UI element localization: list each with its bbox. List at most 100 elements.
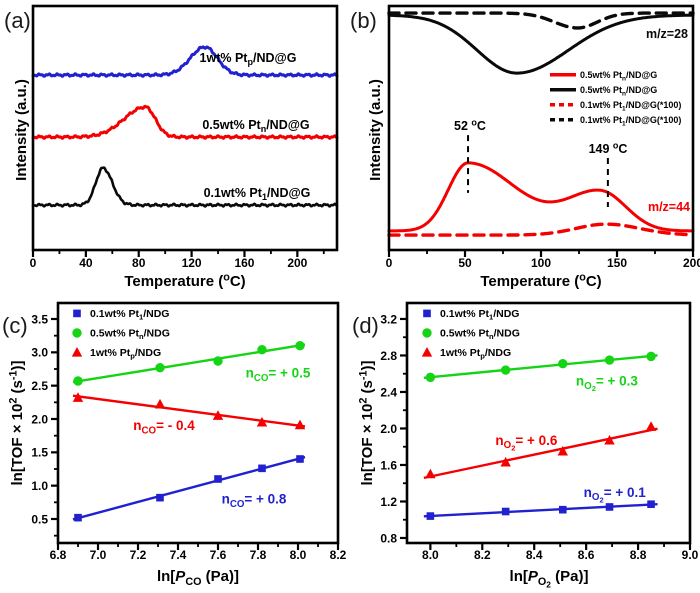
mz-label: m/z=44 [648, 200, 690, 214]
x-tick-label: 200 [683, 256, 700, 270]
y-tick-label: 2.0 [380, 422, 397, 436]
peak-temperature-label: 149 oC [589, 140, 628, 156]
data-point-green [155, 362, 165, 373]
curve-b-1 [387, 11, 695, 30]
legend-entry-label: 0.1wt% Pt1/ND@G(*100) [580, 115, 681, 127]
data-point-green [425, 372, 436, 383]
curve-a-0 [31, 166, 339, 208]
curve-b-2 [387, 161, 695, 233]
y-tick-label: 1.0 [31, 479, 48, 493]
x-tick-label: 8.2 [330, 548, 347, 562]
y-tick-label: 0.5 [31, 512, 48, 526]
legend-entry-label: 1wt% Ptp/NDG [90, 347, 161, 361]
legend-swatch-marker [423, 309, 431, 318]
y-tick-label: 3.2 [380, 312, 397, 326]
panel-letter-a: (a) [4, 8, 31, 33]
x-axis-title: ln[PO2 (Pa)] [510, 568, 589, 589]
curve-label: 0.1wt% Pt1/ND@G [204, 186, 311, 202]
data-point-blue [558, 505, 567, 514]
data-point-green [604, 355, 615, 365]
data-point-blue [647, 500, 655, 509]
legend-b: 0.5wt% Ptn/ND@G 0.5wt% Ptn/ND@G 0.1wt% Pt1… [550, 70, 681, 127]
curve-a-2 [31, 45, 339, 78]
y-tick-label: 0.8 [380, 531, 397, 545]
data-point-green [646, 351, 656, 362]
data-point-red [72, 392, 84, 402]
x-tick-label: 7.8 [250, 548, 267, 562]
data-point-green [500, 365, 511, 375]
panel-d: 8.0 8.2 8.4 8.6 8.8 9.0 0.8 1.2 1.6 2.0 2.4 2.8 3.2 l… [352, 301, 699, 589]
legend-entry-label: 0.5wt% Ptn/ND@G [580, 85, 657, 97]
data-point-red [425, 468, 436, 479]
data-point-green [213, 356, 223, 366]
x-tick-label: 8.0 [290, 548, 307, 562]
data-point-blue [501, 507, 510, 516]
x-axis-title: Temperature (oC) [124, 271, 245, 290]
data-point-green [558, 358, 568, 369]
y-tick-label: 1.2 [380, 495, 397, 509]
fit-line-red [423, 427, 658, 480]
data-point-blue [258, 464, 266, 473]
y-axis-title: Intensity (a.u.) [367, 79, 384, 181]
x-tick-label: 7.6 [210, 548, 227, 562]
reaction-order-annotation: nO2= + 0.1 [584, 485, 647, 505]
y-tick-label: 2.5 [31, 379, 48, 393]
data-point-red [557, 445, 568, 456]
legend-swatch-marker [71, 347, 83, 357]
data-point-green [257, 344, 267, 355]
axis-box [405, 301, 692, 545]
legend-entry-label: 0.1wt% Pt1/NDG [440, 308, 519, 322]
x-tick-label: 100 [531, 256, 551, 270]
legend-d: 0.1wt% Pt1/NDG 0.5wt% Ptn/NDG 1wt% Ptp/NDG [421, 308, 520, 361]
data-point-red [212, 410, 224, 420]
x-tick-label: 6.8 [50, 548, 67, 562]
legend-entry-label: 1wt% Ptp/NDG [440, 347, 511, 361]
x-tick-label: 8.0 [422, 548, 439, 562]
curve-b-3 [387, 222, 695, 237]
x-tick-label: 80 [132, 256, 146, 270]
data-point-red [256, 416, 268, 427]
x-tick-label: 160 [234, 256, 254, 270]
x-axis-title: ln[PCO (Pa)] [157, 568, 239, 588]
reaction-order-annotation: nO2= + 0.6 [495, 433, 558, 453]
data-point-red [294, 419, 306, 430]
y-tick-label: 2.4 [380, 385, 397, 399]
x-tick-label: 200 [287, 256, 307, 270]
data-point-red [154, 398, 166, 409]
legend-entry-label: 0.1wt% Pt1/ND@G(*100) [580, 100, 681, 112]
x-tick-label: 120 [182, 256, 202, 270]
reaction-order-annotation: nCO= + 0.5 [246, 366, 311, 384]
curve-label: 0.5wt% Ptn/ND@G [202, 118, 309, 134]
x-tick-label: 50 [458, 256, 472, 270]
y-axis-title: ln[TOF × 102 (s-1)] [7, 361, 26, 486]
data-point-green [295, 340, 305, 351]
y-tick-label: 1.5 [31, 446, 48, 460]
fit-line-blue [423, 503, 658, 518]
fit-line-green [423, 354, 658, 379]
data-point-red [500, 456, 511, 467]
y-tick-label: 2.0 [31, 412, 48, 426]
fit-line-blue [72, 455, 306, 521]
reaction-order-annotation: nCO= + 0.8 [222, 492, 287, 510]
reaction-order-annotation: nCO= - 0.4 [133, 418, 195, 436]
data-point-blue [214, 475, 222, 483]
panel-b: 52 oC 149 oC 0 50 100 150 200 Temperature (oC) I… [350, 4, 700, 290]
fit-line-red [72, 394, 306, 428]
data-point-green [73, 376, 83, 386]
data-point-red [604, 434, 615, 445]
legend-swatch-marker [73, 309, 81, 318]
panel-a: 0.1wt% Pt1/ND@G 0.5wt% Ptn/ND@G 1wt% Ptp/N… [4, 4, 339, 290]
x-tick-label: 8.8 [630, 548, 647, 562]
legend-c: 0.1wt% Pt1/NDG 0.5wt% Ptn/NDG 1wt% Ptp/NDG [71, 308, 170, 361]
legend-entry-label: 0.5wt% Ptn/NDG [440, 328, 520, 342]
x-tick-label: 8.4 [526, 548, 543, 562]
panel-letter-d: (d) [352, 313, 379, 338]
x-tick-label: 0 [30, 256, 37, 270]
data-point-red [645, 421, 657, 431]
y-tick-label: 2.8 [380, 349, 397, 363]
y-tick-label: 1.6 [380, 458, 397, 472]
data-point-blue [74, 513, 82, 522]
x-tick-label: 8.6 [578, 548, 595, 562]
